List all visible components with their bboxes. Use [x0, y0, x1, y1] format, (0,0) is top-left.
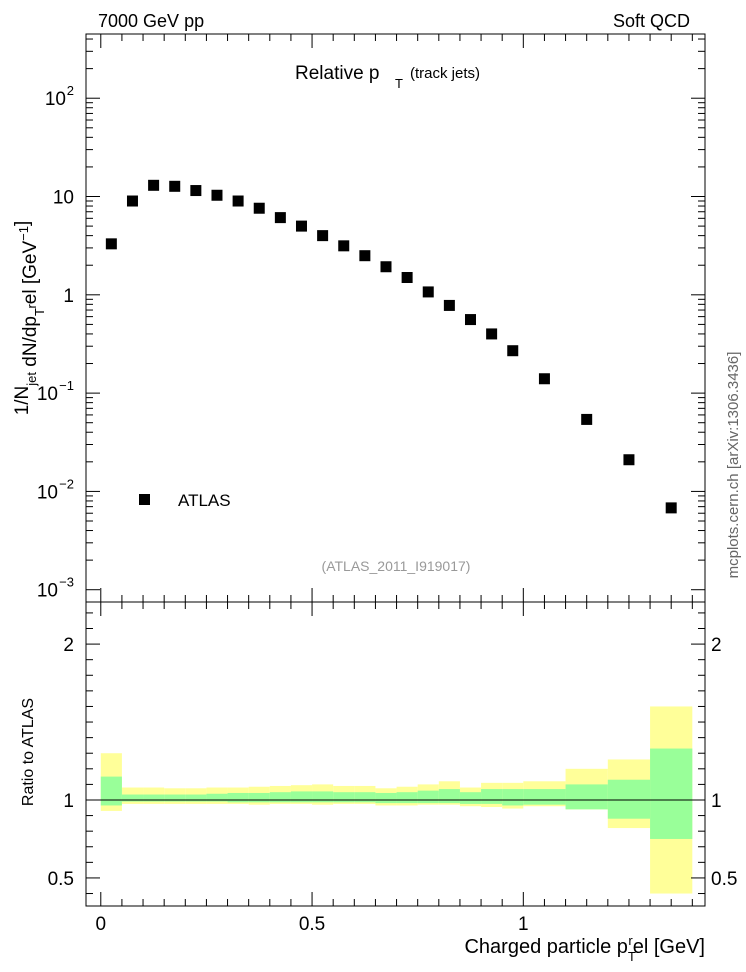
ratio-band-stat	[333, 792, 355, 803]
legend-marker	[139, 494, 150, 505]
x-tick-label: 0.5	[299, 914, 325, 935]
data-point	[623, 454, 635, 466]
data-point	[338, 240, 350, 252]
main-plot: Relative p T(track jets)10−310−210 −111010…	[12, 33, 706, 603]
y-tick-label-exponent: −3	[59, 575, 74, 590]
ratio-band-stat	[396, 792, 418, 804]
ratio-band-stat	[523, 789, 566, 805]
data-point	[422, 286, 434, 298]
data-point	[359, 250, 371, 262]
y-tick-label: 10	[37, 581, 58, 602]
data-point	[190, 185, 202, 197]
ratio-y-tick-label: 1	[63, 791, 74, 812]
data-point	[401, 272, 413, 284]
x-tick-label: 0	[95, 914, 106, 935]
data-point	[211, 189, 223, 201]
y-tick-label: 1	[63, 286, 74, 307]
data-point	[380, 261, 392, 273]
ratio-band-stat	[269, 792, 291, 803]
y-tick-label: 10	[53, 188, 74, 209]
y-tick-label-exponent: 2	[67, 83, 74, 98]
side-label: mcplots.cern.ch [arXiv:1306.3436]	[725, 352, 742, 579]
ratio-y-tick-label: 2	[63, 635, 74, 656]
plot-title-suffix: (track jets)	[410, 65, 480, 82]
ratio-band-stat	[607, 779, 651, 819]
ratio-band-stat	[438, 789, 460, 804]
ratio-band-stat	[121, 794, 144, 802]
header-left: 7000 GeV pp	[98, 11, 204, 31]
data-point	[507, 345, 519, 357]
ratio-band-stat	[375, 792, 397, 804]
ratio-band-stat	[459, 792, 482, 804]
ratio-band-stat	[312, 791, 334, 803]
ratio-plot: 0.5 0.5 1 1 2 2 0 0.5 1 Ratio to ATLAS Charged par…	[20, 601, 737, 964]
data-point	[169, 180, 181, 192]
ratio-y-tick-label-right: 0.5	[711, 869, 737, 890]
data-point	[538, 373, 550, 385]
ratio-y-tick-label-right: 2	[711, 635, 722, 656]
ratio-band-stat	[502, 789, 524, 806]
ratio-band-stat	[248, 792, 270, 803]
data-point	[486, 328, 498, 340]
ratio-y-axis-label: Ratio to ATLAS	[20, 698, 37, 806]
ratio-band-stat	[164, 794, 186, 802]
data-point	[665, 502, 677, 514]
analysis-watermark: (ATLAS_2011_I919017)	[322, 558, 471, 574]
legend-label: ATLAS	[178, 491, 231, 510]
ratio-band-stat	[143, 794, 165, 802]
plot-title: Relative p	[295, 63, 380, 84]
ratio-band-stat	[650, 748, 693, 839]
y-tick-label-exponent: −2	[59, 476, 74, 491]
data-point	[274, 212, 286, 224]
ratio-band-stat	[206, 793, 228, 802]
main-frame	[85, 33, 706, 603]
ratio-band-stat	[565, 784, 608, 810]
header-right: Soft QCD	[613, 11, 690, 31]
data-point	[253, 202, 265, 214]
data-point	[464, 314, 476, 326]
ratio-frame	[85, 601, 706, 907]
x-axis-label: Charged particle pTrel [GeV]	[464, 933, 705, 964]
ratio-band-stat	[481, 789, 503, 804]
ratio-y-tick-label-right: 1	[711, 791, 722, 812]
ratio-band-stat	[417, 790, 439, 804]
data-point	[232, 195, 244, 207]
y-axis-label: 1/Njet dN/dpTrel [GeV−1]	[12, 221, 47, 416]
ratio-band-stat	[290, 791, 313, 803]
ratio-band-stat	[354, 792, 376, 803]
data-point	[317, 230, 329, 242]
y-tick-label-exponent: −1	[59, 378, 74, 393]
data-point	[581, 413, 593, 425]
y-tick-label: 10	[37, 384, 58, 405]
data-point	[295, 220, 307, 232]
data-point	[126, 195, 138, 207]
ratio-y-tick-label: 0.5	[48, 869, 74, 890]
plot-title-subscript: T	[395, 76, 403, 91]
x-tick-label: 1	[518, 914, 529, 935]
y-tick-label: 10	[37, 482, 58, 503]
ratio-band-stat	[100, 776, 122, 806]
ratio-band-stat	[227, 792, 249, 803]
data-point	[443, 299, 455, 311]
data-point	[148, 179, 160, 191]
data-point	[105, 238, 117, 250]
y-tick-label: 10	[45, 89, 66, 110]
ratio-band-stat	[185, 794, 207, 802]
